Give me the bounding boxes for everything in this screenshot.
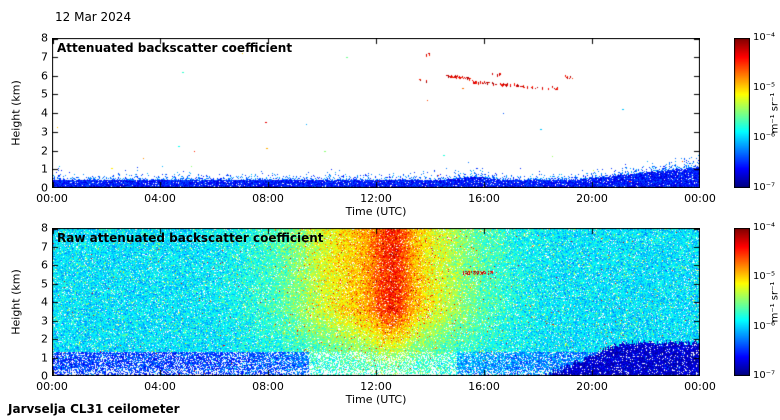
panel1-x-axis-label: Time (UTC) (345, 205, 407, 218)
colorbar-tick-label: 10⁻⁷ (753, 370, 776, 381)
x-tick-label: 16:00 (468, 192, 500, 205)
y-tick-label: 0 (41, 369, 48, 383)
attenuated-backscatter-heatmap (52, 38, 700, 188)
y-tick-label: 0 (41, 181, 48, 195)
panel2-y-axis-label: Height (km) (9, 269, 23, 335)
y-tick-label: 1 (41, 162, 48, 176)
y-tick-label: 3 (41, 125, 48, 139)
x-tick-label: 08:00 (252, 192, 284, 205)
y-tick-label: 4 (41, 106, 48, 120)
panel2-x-axis-label: Time (UTC) (345, 393, 407, 406)
x-tick-label: 16:00 (468, 380, 500, 393)
panel2-colorbar-unit-label: m⁻¹ sr⁻¹ (769, 281, 780, 323)
y-tick-label: 7 (41, 240, 48, 253)
x-tick-label: 12:00 (360, 192, 392, 205)
panel2-colorbar-gradient (734, 228, 750, 376)
y-tick-label: 2 (41, 332, 48, 346)
y-tick-label: 1 (41, 351, 48, 364)
raw-attenuated-backscatter-heatmap (52, 228, 700, 376)
y-tick-label: 3 (41, 314, 48, 327)
y-tick-label: 5 (41, 87, 48, 101)
x-tick-label: 00:00 (36, 192, 68, 205)
panel1-colorbar-unit-label: m⁻¹ sr⁻¹ (769, 92, 780, 134)
x-tick-label: 20:00 (576, 380, 608, 393)
colorbar-tick-label: 10⁻⁶ (753, 320, 776, 332)
y-tick-label: 6 (41, 258, 48, 272)
colorbar-tick-label: 10⁻⁶ (753, 132, 776, 143)
colorbar-tick-label: 10⁻⁴ (753, 32, 776, 43)
x-tick-label: 00:00 (36, 380, 68, 393)
y-tick-label: 8 (41, 221, 48, 235)
x-tick-label: 00:00 (684, 192, 716, 205)
y-tick-label: 6 (41, 69, 48, 82)
y-tick-label: 5 (41, 277, 48, 290)
colorbar-tick-label: 10⁻⁵ (753, 82, 776, 93)
date-label: 12 Mar 2024 (55, 10, 132, 24)
panel1-title: Attenuated backscatter coefficient (57, 41, 293, 55)
colorbar-tick-label: 10⁻⁷ (753, 182, 776, 193)
x-tick-label: 00:00 (684, 380, 716, 393)
y-tick-label: 4 (41, 295, 48, 309)
y-tick-label: 8 (41, 31, 48, 45)
x-tick-label: 08:00 (252, 380, 284, 393)
x-tick-label: 12:00 (360, 380, 392, 393)
panel1-colorbar-gradient (734, 38, 750, 188)
y-tick-label: 7 (41, 50, 48, 64)
panel1-y-axis-label: Height (km) (9, 80, 23, 146)
y-tick-label: 2 (41, 144, 48, 157)
panel2-title: Raw attenuated backscatter coefficient (57, 231, 324, 245)
x-tick-label: 04:00 (144, 380, 176, 393)
colorbar-tick-label: 10⁻⁵ (753, 271, 776, 283)
x-tick-label: 20:00 (576, 192, 608, 205)
x-tick-label: 04:00 (144, 192, 176, 205)
colorbar-tick-label: 10⁻⁴ (753, 222, 776, 233)
instrument-label: Jarvselja CL31 ceilometer (8, 402, 180, 416)
